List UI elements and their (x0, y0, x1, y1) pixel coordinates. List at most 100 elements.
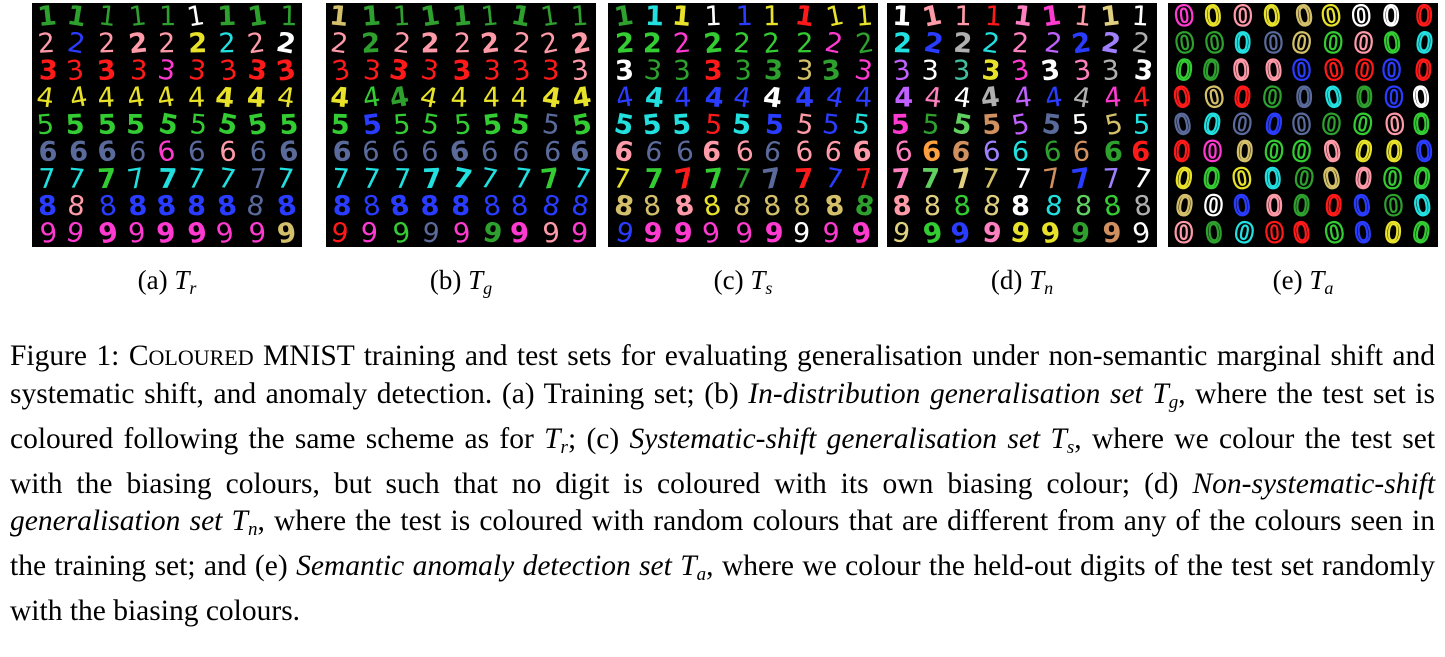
digit-glyph: 4 (329, 82, 351, 115)
digit-glyph: 2 (672, 27, 692, 60)
digit-glyph: 8 (451, 191, 470, 222)
digit-glyph: 6 (277, 136, 300, 169)
digit-glyph: 8 (215, 190, 239, 224)
digit-glyph: 0 (1291, 217, 1312, 247)
digit-glyph: 0 (1174, 55, 1195, 88)
digit-glyph: 6 (95, 136, 118, 169)
digit-glyph: 2 (762, 28, 782, 61)
digit-glyph: 0 (1414, 55, 1433, 87)
digit-glyph: 5 (97, 109, 117, 141)
digit-glyph: 2 (512, 27, 532, 60)
digit-glyph: 8 (419, 190, 440, 222)
digit-glyph: 7 (1041, 163, 1063, 196)
digit-glyph: 0 (1174, 218, 1193, 247)
digit-glyph: 1 (892, 3, 912, 33)
digit-glyph: 7 (645, 164, 664, 195)
figure-number: Figure 1: (10, 340, 120, 372)
digit-glyph: 2 (361, 28, 382, 60)
digit-glyph: 4 (643, 82, 665, 115)
digit-glyph: 6 (510, 136, 531, 169)
digit-glyph: 9 (642, 217, 663, 247)
digit-glyph: 8 (853, 190, 876, 223)
digit-glyph: 0 (1204, 217, 1224, 247)
digit-glyph: 0 (1261, 82, 1283, 115)
digit-glyph: 5 (1133, 110, 1150, 141)
digit-glyph: 8 (761, 190, 783, 223)
digit-glyph: 5 (821, 109, 841, 142)
digit-glyph: 1 (36, 3, 58, 33)
digit-glyph: 9 (613, 217, 636, 247)
digit-glyph: 1 (735, 3, 753, 32)
digit-glyph: 3 (218, 54, 240, 87)
digit-glyph: 5 (330, 109, 350, 141)
digit-glyph: 9 (890, 217, 912, 247)
digit-glyph: 0 (1291, 55, 1312, 87)
digit-glyph: 1 (392, 3, 411, 33)
digit-glyph: 4 (674, 82, 692, 114)
digit-glyph: 8 (701, 190, 724, 224)
digit-glyph: 0 (1352, 217, 1373, 247)
digit-glyph: 0 (1385, 136, 1404, 168)
digit-glyph: 6 (249, 137, 267, 169)
digit-glyph: 3 (981, 55, 1002, 87)
digit-glyph: 3 (39, 55, 59, 86)
digit-glyph: 2 (980, 27, 1001, 60)
digit-glyph: 9 (674, 218, 693, 247)
digit-glyph: 7 (97, 164, 117, 196)
digit-glyph: 8 (540, 190, 563, 224)
digit-glyph: 7 (823, 163, 846, 197)
digit-glyph: 7 (760, 163, 784, 197)
digit-glyph: 6 (68, 136, 89, 168)
digit-glyph: 4 (1071, 81, 1094, 115)
digit-glyph: 2 (1011, 28, 1030, 60)
digit-glyph: 5 (540, 109, 561, 142)
digit-glyph: 3 (156, 54, 178, 87)
digit-glyph: 6 (950, 136, 972, 169)
digit-glyph: 2 (65, 27, 87, 60)
digit-glyph: 7 (703, 163, 725, 196)
digit-glyph: 7 (275, 163, 295, 195)
digit-glyph: 3 (65, 55, 86, 88)
digit-glyph: 8 (1075, 191, 1093, 222)
digit-glyph: 4 (97, 82, 116, 114)
digit-glyph: 3 (642, 54, 664, 87)
digit-glyph: 8 (481, 190, 503, 223)
digit-glyph: 6 (981, 136, 1002, 169)
digit-glyph: 0 (1383, 217, 1403, 247)
digit-glyph: 2 (643, 28, 662, 59)
digit-glyph: 0 (1231, 190, 1252, 223)
digit-glyph: 3 (1009, 54, 1031, 88)
digit-glyph: 0 (1203, 190, 1224, 222)
digit-glyph: 4 (1103, 82, 1123, 114)
digit-glyph: 0 (1264, 55, 1284, 88)
digit-glyph: 7 (611, 163, 632, 196)
digit-glyph: 9 (38, 217, 58, 247)
digit-glyph: 0 (1201, 55, 1222, 88)
digit-glyph: 1 (671, 3, 692, 33)
digit-glyph: 4 (187, 82, 205, 114)
digit-glyph: 5 (704, 109, 723, 141)
digit-glyph: 9 (96, 217, 120, 247)
digit-glyph: 1 (419, 3, 442, 33)
digit-glyph: 3 (852, 54, 875, 88)
digit-glyph: 6 (1072, 136, 1091, 168)
digit-glyph: 2 (538, 27, 561, 61)
digit-glyph: 5 (851, 109, 872, 142)
digit-glyph: 0 (1322, 217, 1347, 247)
digit-glyph: 9 (360, 218, 378, 247)
digit-glyph: 5 (188, 109, 208, 141)
digit-glyph: 4 (614, 81, 636, 114)
digit-glyph: 3 (362, 55, 383, 88)
digit-glyph: 3 (510, 54, 532, 87)
digit-glyph: 5 (890, 109, 910, 140)
digit-glyph: 0 (1322, 27, 1344, 60)
digit-glyph: 2 (218, 28, 236, 59)
digit-glyph: 5 (921, 109, 941, 141)
digit-glyph: 5 (65, 109, 85, 141)
digit-glyph: 6 (761, 136, 783, 169)
digit-glyph: 1 (1012, 3, 1035, 33)
digit-glyph: 7 (216, 163, 238, 196)
digit-glyph: 0 (1382, 55, 1401, 86)
digit-glyph: 6 (569, 136, 591, 169)
